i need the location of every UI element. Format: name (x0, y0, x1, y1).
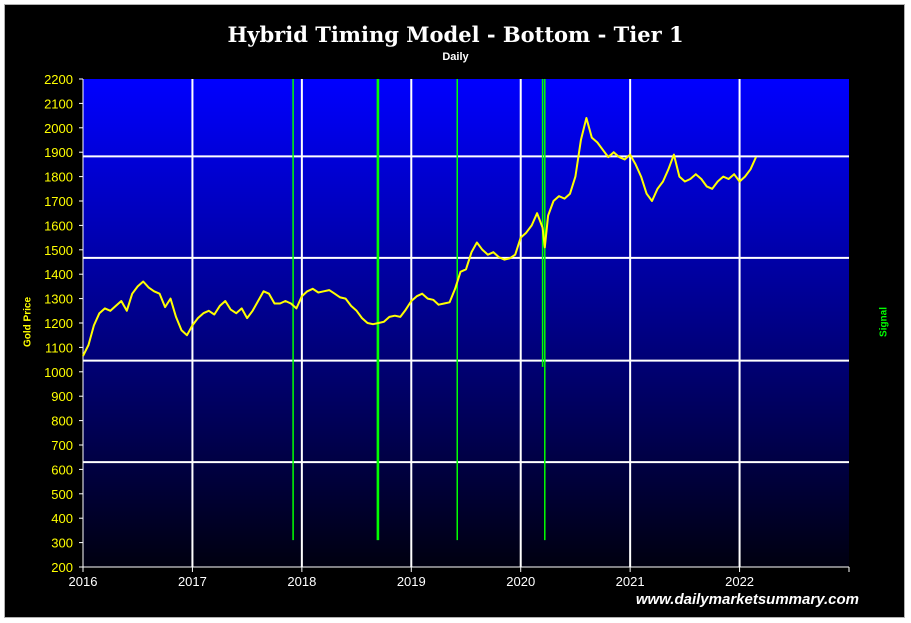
y-tick-label: 1200 (44, 316, 73, 331)
plot-background (83, 79, 849, 567)
y-tick-label: 1600 (44, 218, 73, 233)
watermark[interactable]: www.dailymarketsummary.com (635, 591, 859, 608)
y-tick-label: 1700 (44, 194, 73, 209)
y-tick-label: 2000 (44, 121, 73, 136)
y-tick-label: 1400 (44, 267, 73, 282)
x-tick-label: 2022 (725, 574, 754, 589)
y-tick-label: 2200 (44, 72, 73, 87)
y-tick-label: 1800 (44, 170, 73, 185)
x-tick-label: 2021 (616, 574, 645, 589)
y-tick-label: 400 (51, 511, 73, 526)
x-tick-label: 2020 (506, 574, 535, 589)
y-tick-label: 2100 (44, 96, 73, 111)
x-tick-label: 2019 (397, 574, 426, 589)
x-tick-label: 2016 (69, 574, 98, 589)
y-tick-label: 1500 (44, 243, 73, 258)
chart-title: Hybrid Timing Model - Bottom - Tier 1 (227, 22, 684, 47)
y-tick-label: 1100 (45, 340, 73, 355)
x-tick-label: 2017 (178, 574, 207, 589)
y-tick-label: 1000 (44, 365, 73, 380)
x-tick-label: 2018 (287, 574, 316, 589)
chart-subtitle: Daily (442, 51, 469, 63)
y-tick-label: 900 (51, 389, 73, 404)
series-line-gold-price (82, 117, 757, 357)
y-tick-label: 600 (51, 462, 73, 477)
y-tick-label: 300 (51, 536, 73, 551)
y-tick-label: 200 (51, 560, 73, 575)
y-tick-label: 700 (51, 438, 73, 453)
y-tick-label: 1900 (44, 145, 73, 160)
y-tick-label: 1300 (44, 292, 73, 307)
y-tick-label: 800 (51, 414, 73, 429)
y-tick-label: 500 (51, 487, 73, 502)
